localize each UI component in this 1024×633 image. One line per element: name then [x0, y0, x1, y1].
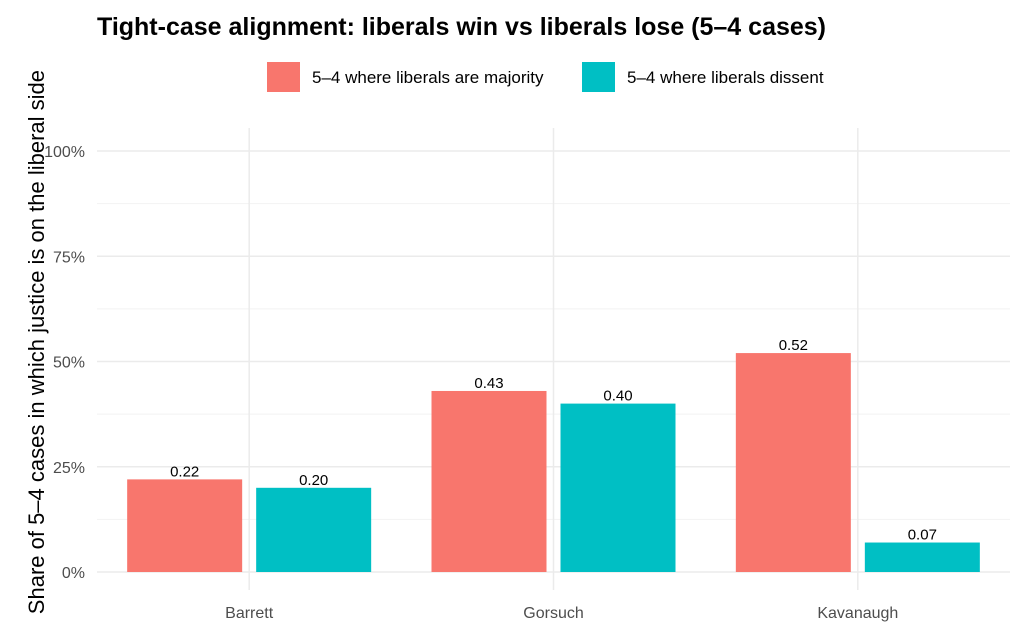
grid: 0% 25% 50% 75% 100% Barrett Gorsuch Kavanaugh: [44, 128, 1010, 622]
legend-swatch: [267, 62, 300, 92]
data-label: 0.07: [908, 527, 937, 544]
legend-swatch: [582, 62, 615, 92]
data-label: 0.43: [474, 375, 503, 392]
legend: 5–4 where liberals are majority 5–4 where…: [267, 62, 824, 92]
bar-gorsuch-majority: [431, 390, 547, 572]
x-tick-label: Kavanaugh: [817, 605, 898, 622]
y-axis-label: Share of 5–4 cases in which justice is o…: [24, 70, 49, 614]
y-tick-label: 100%: [44, 144, 85, 161]
bar-kavanaugh-majority: [735, 353, 851, 572]
bar-gorsuch-dissent: [560, 403, 676, 572]
x-tick-label: Barrett: [225, 605, 274, 622]
bar-barrett-dissent: [256, 487, 372, 572]
bars: 0.22 0.20 0.43 0.40 0.52 0.07: [127, 337, 980, 572]
chart-title: Tight-case alignment: liberals win vs li…: [97, 13, 826, 41]
legend-label: 5–4 where liberals are majority: [312, 68, 544, 87]
data-label: 0.52: [779, 337, 808, 354]
data-label: 0.22: [170, 463, 199, 480]
x-tick-label: Gorsuch: [523, 605, 583, 622]
data-label: 0.40: [603, 388, 632, 405]
legend-label: 5–4 where liberals dissent: [627, 68, 824, 87]
bar-barrett-majority: [127, 479, 243, 572]
y-tick-label: 50%: [53, 355, 85, 372]
y-tick-label: 25%: [53, 460, 85, 477]
y-tick-label: 0%: [62, 565, 85, 582]
bar-kavanaugh-dissent: [864, 542, 980, 572]
y-tick-label: 75%: [53, 249, 85, 266]
data-label: 0.20: [299, 472, 328, 489]
